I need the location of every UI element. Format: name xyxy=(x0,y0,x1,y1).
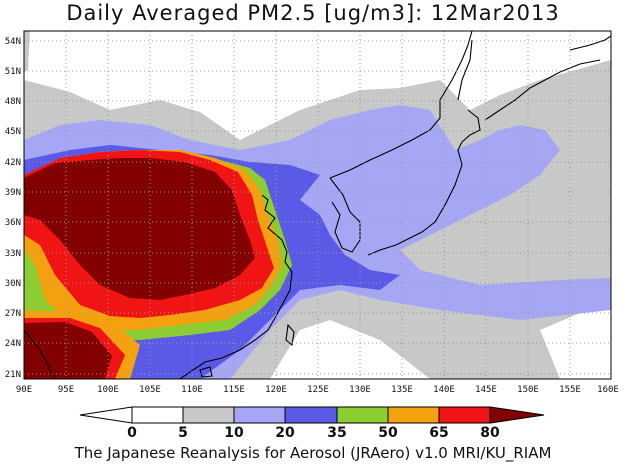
contour-80-plus xyxy=(24,158,255,300)
coastlines xyxy=(24,31,611,379)
lat-label: 33N xyxy=(5,249,21,259)
lon-label: 120E xyxy=(265,385,287,395)
lat-label: 36N xyxy=(5,218,21,228)
colorbar-swatch xyxy=(336,406,389,424)
colorbar-swatch xyxy=(489,406,545,424)
lat-label: 42N xyxy=(5,158,21,168)
lon-label: 110E xyxy=(181,385,203,395)
lon-label: 125E xyxy=(307,385,329,395)
contour-80-plus-south xyxy=(24,322,112,379)
colorbar-swatch xyxy=(233,406,286,424)
lon-label: 160E xyxy=(597,385,619,395)
colorbar: 0 5 10 20 35 50 65 80 xyxy=(79,406,545,441)
colorbar-label: 5 xyxy=(178,425,188,441)
lon-axis: 90E 95E 100E 105E 110E 115E 120E 125E 13… xyxy=(16,385,619,395)
lon-label: 155E xyxy=(559,385,581,395)
colorbar-swatch xyxy=(438,406,491,424)
lon-label: 115E xyxy=(223,385,245,395)
lon-label: 135E xyxy=(391,385,413,395)
lat-label: 51N xyxy=(5,67,21,77)
colorbar-swatch xyxy=(284,406,338,424)
lat-label: 54N xyxy=(5,37,21,47)
colorbar-label: 0 xyxy=(127,425,137,441)
colorbar-label: 20 xyxy=(275,425,295,441)
colorbar-label: 65 xyxy=(429,425,448,441)
lat-label: 45N xyxy=(5,127,21,137)
lat-label: 48N xyxy=(5,97,21,107)
colorbar-label: 80 xyxy=(480,425,500,441)
clean-air-patch xyxy=(540,300,611,379)
lat-label: 27N xyxy=(5,309,21,319)
colorbar-swatch xyxy=(182,406,235,424)
lon-label: 100E xyxy=(97,385,119,395)
lon-label: 145E xyxy=(475,385,497,395)
lat-label: 30N xyxy=(5,279,21,289)
colorbar-label: 35 xyxy=(327,425,346,441)
lon-label: 90E xyxy=(16,385,32,395)
lat-label: 24N xyxy=(5,339,21,349)
lon-label: 140E xyxy=(433,385,455,395)
map-title: Daily Averaged PM2.5 [ug/m3]: 12Mar2013 xyxy=(66,1,560,25)
colorbar-label: 10 xyxy=(224,425,244,441)
lon-label: 130E xyxy=(349,385,371,395)
colorbar-swatch xyxy=(387,406,440,424)
plot-frame xyxy=(23,30,612,380)
lon-label: 105E xyxy=(139,385,161,395)
lat-label: 39N xyxy=(5,188,21,198)
colorbar-swatch xyxy=(131,406,184,424)
footer-credit: The Japanese Reanalysis for Aerosol (JRA… xyxy=(74,444,552,462)
colorbar-swatch xyxy=(79,406,133,424)
colorbar-label: 50 xyxy=(378,425,398,441)
lon-label: 150E xyxy=(517,385,539,395)
lat-label: 21N xyxy=(5,370,21,380)
lat-axis: 21N 24N 27N 30N 33N 36N 39N 42N 45N 48N … xyxy=(5,37,21,380)
lon-label: 95E xyxy=(58,385,74,395)
